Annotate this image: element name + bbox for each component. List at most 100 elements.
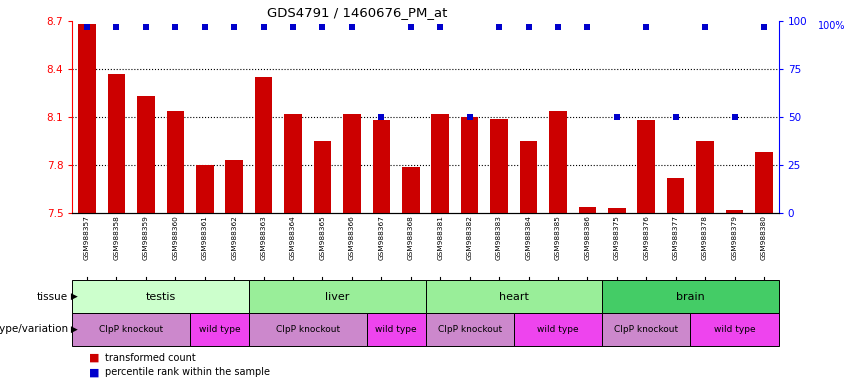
Text: GSM988357: GSM988357: [84, 215, 90, 260]
Point: [610, 114, 624, 120]
Point: [257, 24, 271, 30]
Bar: [167, 111, 184, 213]
Text: transformed count: transformed count: [105, 353, 196, 363]
Text: 100%: 100%: [818, 21, 845, 31]
Text: ▶: ▶: [68, 325, 77, 334]
Text: GSM988378: GSM988378: [702, 215, 708, 260]
Point: [168, 24, 182, 30]
Bar: [254, 77, 272, 213]
Point: [316, 24, 329, 30]
Bar: [284, 114, 302, 213]
Text: GSM988383: GSM988383: [496, 215, 502, 260]
Text: GSM988365: GSM988365: [319, 215, 325, 260]
Text: GSM988358: GSM988358: [113, 215, 119, 260]
Bar: [226, 161, 243, 213]
Text: GSM988375: GSM988375: [614, 215, 620, 260]
Point: [757, 24, 771, 30]
Point: [404, 24, 418, 30]
Text: GSM988385: GSM988385: [555, 215, 561, 260]
Text: GSM988360: GSM988360: [173, 215, 179, 260]
Bar: [579, 207, 597, 213]
Point: [492, 24, 505, 30]
Text: ▶: ▶: [68, 292, 77, 301]
Text: GSM988362: GSM988362: [231, 215, 237, 260]
Bar: [426, 313, 514, 346]
Bar: [314, 141, 331, 213]
Bar: [343, 114, 361, 213]
Text: wild type: wild type: [537, 325, 579, 334]
Point: [80, 24, 94, 30]
Point: [699, 24, 712, 30]
Bar: [190, 313, 249, 346]
Text: GSM988376: GSM988376: [643, 215, 649, 260]
Text: brain: brain: [676, 291, 705, 302]
Text: wild type: wild type: [714, 325, 756, 334]
Text: GSM988361: GSM988361: [202, 215, 208, 260]
Bar: [602, 280, 779, 313]
Point: [374, 114, 388, 120]
Text: GSM988364: GSM988364: [290, 215, 296, 260]
Point: [346, 24, 359, 30]
Text: GSM988377: GSM988377: [672, 215, 678, 260]
Bar: [431, 114, 449, 213]
Bar: [249, 280, 426, 313]
Bar: [690, 313, 779, 346]
Bar: [373, 120, 390, 213]
Point: [433, 24, 447, 30]
Text: ClpP knockout: ClpP knockout: [614, 325, 678, 334]
Point: [580, 24, 594, 30]
Bar: [72, 280, 248, 313]
Bar: [696, 141, 714, 213]
Point: [551, 24, 565, 30]
Text: ■: ■: [89, 353, 100, 363]
Text: GSM988384: GSM988384: [526, 215, 532, 260]
Point: [463, 114, 477, 120]
Text: ClpP knockout: ClpP knockout: [99, 325, 163, 334]
Bar: [461, 117, 478, 213]
Point: [139, 24, 152, 30]
Point: [227, 24, 241, 30]
Point: [728, 114, 741, 120]
Bar: [72, 313, 190, 346]
Text: GSM988379: GSM988379: [732, 215, 738, 260]
Bar: [367, 313, 426, 346]
Text: liver: liver: [325, 291, 350, 302]
Text: GDS4791 / 1460676_PM_at: GDS4791 / 1460676_PM_at: [267, 6, 448, 19]
Text: GSM988363: GSM988363: [260, 215, 266, 260]
Bar: [249, 313, 367, 346]
Text: GSM988386: GSM988386: [585, 215, 591, 260]
Text: GSM988381: GSM988381: [437, 215, 443, 260]
Bar: [196, 165, 214, 213]
Bar: [549, 111, 567, 213]
Bar: [667, 178, 684, 213]
Text: wild type: wild type: [198, 325, 240, 334]
Point: [639, 24, 653, 30]
Text: ClpP knockout: ClpP knockout: [276, 325, 340, 334]
Point: [669, 114, 683, 120]
Point: [198, 24, 212, 30]
Bar: [637, 120, 655, 213]
Text: GSM988368: GSM988368: [408, 215, 414, 260]
Bar: [107, 74, 125, 213]
Bar: [426, 280, 602, 313]
Text: tissue: tissue: [37, 291, 68, 302]
Bar: [514, 313, 602, 346]
Text: wild type: wild type: [375, 325, 417, 334]
Point: [286, 24, 300, 30]
Text: genotype/variation: genotype/variation: [0, 324, 68, 334]
Bar: [402, 167, 420, 213]
Text: ClpP knockout: ClpP knockout: [437, 325, 502, 334]
Text: percentile rank within the sample: percentile rank within the sample: [105, 367, 270, 377]
Point: [110, 24, 123, 30]
Bar: [602, 313, 690, 346]
Bar: [520, 141, 537, 213]
Point: [522, 24, 535, 30]
Text: GSM988367: GSM988367: [379, 215, 385, 260]
Text: heart: heart: [499, 291, 528, 302]
Text: GSM988382: GSM988382: [466, 215, 472, 260]
Bar: [755, 152, 773, 213]
Text: GSM988366: GSM988366: [349, 215, 355, 260]
Text: testis: testis: [146, 291, 176, 302]
Text: ■: ■: [89, 367, 100, 377]
Bar: [608, 209, 625, 213]
